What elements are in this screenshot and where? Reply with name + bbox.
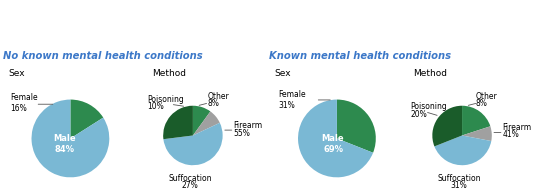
Text: Sex: Sex <box>274 69 291 78</box>
Text: Female: Female <box>279 90 306 99</box>
Text: 16%: 16% <box>10 104 27 113</box>
Text: Other: Other <box>475 92 497 101</box>
Text: 55%: 55% <box>233 129 250 138</box>
Wedge shape <box>298 100 373 177</box>
Wedge shape <box>462 106 490 136</box>
Text: Method: Method <box>413 69 447 78</box>
Wedge shape <box>432 106 462 146</box>
Text: 8%: 8% <box>208 99 220 108</box>
Text: 31%: 31% <box>451 181 467 189</box>
Text: Differences exist among those with and without mental health conditions.: Differences exist among those with and w… <box>5 12 445 22</box>
Text: Other: Other <box>208 92 230 101</box>
Wedge shape <box>31 100 109 177</box>
Text: No known mental health conditions: No known mental health conditions <box>3 51 203 61</box>
Text: Poisoning: Poisoning <box>147 95 183 104</box>
Text: People without known mental health conditions were more likely to be male and to: People without known mental health condi… <box>5 34 402 43</box>
Text: Poisoning: Poisoning <box>410 102 447 112</box>
Text: 31%: 31% <box>279 101 295 110</box>
Text: Firearm: Firearm <box>233 122 262 130</box>
Wedge shape <box>193 106 211 136</box>
Text: Male: Male <box>322 134 344 143</box>
Wedge shape <box>462 126 492 141</box>
Text: 20%: 20% <box>410 110 427 119</box>
Wedge shape <box>193 111 220 136</box>
Text: 69%: 69% <box>323 145 343 154</box>
Text: 27%: 27% <box>182 181 198 189</box>
Text: 84%: 84% <box>54 145 75 154</box>
Wedge shape <box>163 106 193 139</box>
Wedge shape <box>434 136 491 165</box>
Text: 10%: 10% <box>147 102 164 112</box>
Text: 8%: 8% <box>475 99 487 108</box>
Text: Method: Method <box>152 69 186 78</box>
Text: Known mental health conditions: Known mental health conditions <box>269 51 451 61</box>
Wedge shape <box>70 100 103 138</box>
Text: Suffocation: Suffocation <box>438 174 481 183</box>
Wedge shape <box>164 123 223 165</box>
Text: Suffocation: Suffocation <box>168 174 212 183</box>
Text: Firearm: Firearm <box>502 123 531 132</box>
Text: Sex: Sex <box>8 69 25 78</box>
Text: Female: Female <box>10 93 38 102</box>
Text: 41%: 41% <box>502 130 519 139</box>
Text: Male: Male <box>53 134 76 143</box>
Wedge shape <box>337 100 376 153</box>
